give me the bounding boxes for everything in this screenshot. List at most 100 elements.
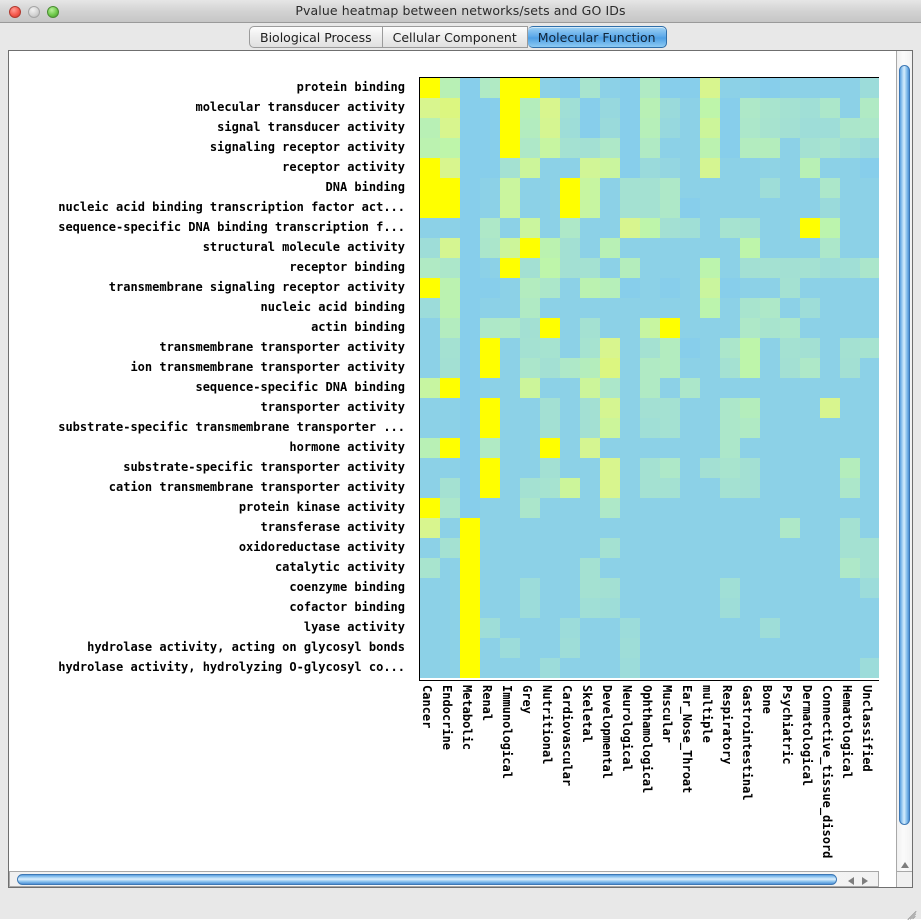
heatmap-cell[interactable] [620,518,640,538]
heatmap-cell[interactable] [820,198,840,218]
heatmap-cell[interactable] [600,518,620,538]
heatmap-cell[interactable] [440,638,460,658]
heatmap-cell[interactable] [840,578,860,598]
heatmap-cell[interactable] [480,358,500,378]
heatmap-cell[interactable] [540,158,560,178]
heatmap-cell[interactable] [840,398,860,418]
heatmap-cell[interactable] [520,358,540,378]
heatmap-cell[interactable] [680,78,700,98]
heatmap-cell[interactable] [500,638,520,658]
heatmap-cell[interactable] [820,478,840,498]
heatmap-cell[interactable] [620,198,640,218]
heatmap-cell[interactable] [680,358,700,378]
heatmap-cell[interactable] [780,478,800,498]
heatmap-cell[interactable] [680,658,700,678]
heatmap-cell[interactable] [680,418,700,438]
heatmap-cell[interactable] [620,478,640,498]
heatmap-cell[interactable] [840,358,860,378]
heatmap-cell[interactable] [780,78,800,98]
heatmap-cell[interactable] [600,558,620,578]
heatmap-cell[interactable] [420,478,440,498]
heatmap-cell[interactable] [620,458,640,478]
resize-grip-icon[interactable] [905,904,919,920]
heatmap-cell[interactable] [500,118,520,138]
heatmap-cell[interactable] [720,178,740,198]
heatmap-cell[interactable] [800,138,820,158]
heatmap-cell[interactable] [560,418,580,438]
heatmap-cell[interactable] [720,318,740,338]
heatmap-cell[interactable] [580,538,600,558]
heatmap-cell[interactable] [780,98,800,118]
heatmap-cell[interactable] [720,438,740,458]
heatmap-cell[interactable] [480,318,500,338]
heatmap-cell[interactable] [700,138,720,158]
heatmap-cell[interactable] [720,558,740,578]
heatmap-cell[interactable] [700,618,720,638]
heatmap-cell[interactable] [600,498,620,518]
heatmap-cell[interactable] [840,278,860,298]
heatmap-cell[interactable] [580,298,600,318]
heatmap-cell[interactable] [580,458,600,478]
heatmap-cell[interactable] [820,438,840,458]
heatmap-cell[interactable] [740,178,760,198]
heatmap-cell[interactable] [740,378,760,398]
heatmap-cell[interactable] [720,538,740,558]
heatmap-cell[interactable] [480,78,500,98]
heatmap-cell[interactable] [680,538,700,558]
heatmap-cell[interactable] [480,418,500,438]
heatmap-cell[interactable] [440,618,460,638]
tab-biological-process[interactable]: Biological Process [249,26,383,48]
heatmap-cell[interactable] [600,478,620,498]
close-window-button[interactable] [9,6,21,18]
heatmap-cell[interactable] [760,98,780,118]
heatmap-cell[interactable] [540,338,560,358]
heatmap-cell[interactable] [760,138,780,158]
heatmap-cell[interactable] [480,558,500,578]
heatmap-cell[interactable] [620,618,640,638]
heatmap-cell[interactable] [740,658,760,678]
heatmap-cell[interactable] [800,218,820,238]
heatmap-cell[interactable] [560,338,580,358]
heatmap-cell[interactable] [500,518,520,538]
heatmap-cell[interactable] [560,98,580,118]
heatmap-cell[interactable] [420,118,440,138]
heatmap-cell[interactable] [480,298,500,318]
heatmap-cell[interactable] [820,118,840,138]
heatmap-cell[interactable] [520,498,540,518]
heatmap-cell[interactable] [860,478,879,498]
heatmap-cell[interactable] [440,418,460,438]
heatmap-cell[interactable] [820,318,840,338]
heatmap-cell[interactable] [740,418,760,438]
heatmap-cell[interactable] [520,638,540,658]
heatmap-cell[interactable] [580,358,600,378]
heatmap-cell[interactable] [700,438,720,458]
heatmap-cell[interactable] [440,138,460,158]
heatmap-cell[interactable] [460,78,480,98]
heatmap-cell[interactable] [820,158,840,178]
heatmap-cell[interactable] [740,278,760,298]
heatmap-cell[interactable] [700,638,720,658]
heatmap-cell[interactable] [460,618,480,638]
heatmap-cell[interactable] [540,558,560,578]
heatmap-cell[interactable] [540,258,560,278]
heatmap-cell[interactable] [820,658,840,678]
heatmap-cell[interactable] [500,458,520,478]
heatmap-cell[interactable] [780,598,800,618]
heatmap-cell[interactable] [520,98,540,118]
heatmap-cell[interactable] [700,538,720,558]
heatmap-cell[interactable] [440,238,460,258]
heatmap-cell[interactable] [580,258,600,278]
heatmap-cell[interactable] [800,98,820,118]
heatmap-cell[interactable] [660,618,680,638]
heatmap-cell[interactable] [460,158,480,178]
heatmap-cell[interactable] [700,298,720,318]
heatmap-cell[interactable] [680,478,700,498]
heatmap-cell[interactable] [500,178,520,198]
heatmap-cell[interactable] [780,558,800,578]
heatmap-cell[interactable] [420,98,440,118]
heatmap-cell[interactable] [860,138,879,158]
heatmap-cell[interactable] [820,138,840,158]
heatmap-cell[interactable] [780,398,800,418]
heatmap-cell[interactable] [720,458,740,478]
heatmap-cell[interactable] [560,118,580,138]
